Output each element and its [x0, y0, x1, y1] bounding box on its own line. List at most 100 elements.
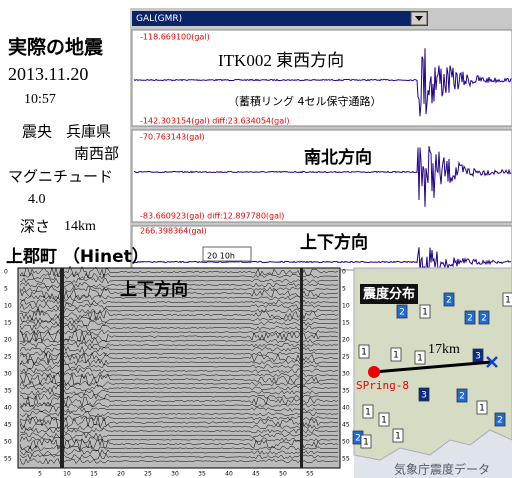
seismogram: [19, 329, 339, 336]
site-label: SPring-8: [356, 379, 409, 392]
intensity-box: [392, 428, 404, 443]
seismogram: [19, 272, 339, 280]
intensity-box: [502, 292, 512, 307]
intensity-box: [478, 310, 490, 325]
seismogram: [19, 395, 339, 408]
y-label: 40: [342, 405, 350, 412]
intensity-box: [443, 292, 455, 307]
x-label: 25: [144, 471, 152, 478]
intensity-box: [378, 412, 390, 427]
y-label: 55: [342, 456, 350, 463]
saturation: [60, 268, 64, 468]
epicenter: [486, 356, 498, 368]
time: 10:57: [24, 92, 56, 107]
gal-label: 266.398364(gal): [140, 227, 207, 236]
intensity-box: [418, 387, 430, 402]
gal-label: -118.669100(gal): [140, 33, 210, 42]
seismogram: [19, 367, 339, 375]
gal-label: -70.763143(gal): [140, 133, 205, 142]
seismogram: [20, 363, 339, 370]
seismogram: [19, 371, 339, 379]
y-label: 45: [4, 422, 12, 429]
y-label: 30: [342, 371, 350, 378]
intensity: 1: [365, 408, 371, 418]
y-label: 5: [342, 286, 346, 293]
panel-title: 南北方向: [304, 147, 372, 168]
intensity: 1: [393, 351, 399, 361]
seismogram: [19, 277, 339, 284]
intensity: 2: [446, 296, 452, 306]
y-label: 55: [4, 456, 12, 463]
intensity-box: [494, 412, 506, 427]
intensity-box: [362, 404, 374, 419]
intensity-box: [360, 434, 372, 449]
seismogram: [19, 388, 338, 396]
saturation: [300, 268, 303, 468]
seismogram: [19, 393, 339, 401]
seismogram: [19, 298, 339, 306]
intensity: 2: [497, 416, 503, 426]
seismogram: [19, 350, 339, 357]
intensity: 1: [395, 432, 401, 442]
panel: [131, 29, 512, 127]
gal-label: -142.303154(gal) diff:23.634054(gal): [140, 117, 289, 126]
x-label: 35: [198, 471, 206, 478]
y-label: 0: [4, 269, 8, 276]
value: 4.0: [28, 192, 46, 207]
label: 深さ: [20, 218, 50, 236]
y-label: 50: [4, 439, 12, 446]
seismogram: [19, 307, 339, 314]
y-label: 25: [342, 354, 350, 361]
intensity: 1: [363, 438, 369, 448]
intensity: 2: [467, 314, 473, 324]
intensity-box: [456, 388, 468, 403]
intensity: 2: [355, 434, 361, 444]
dropdown[interactable]: [132, 11, 428, 26]
seismogram: [19, 285, 339, 293]
y-label: 20: [342, 337, 350, 344]
y-label: 35: [4, 388, 12, 395]
seismogram: [19, 359, 339, 366]
dropdown-text: GAL(GMR): [136, 14, 182, 24]
intensity: 3: [475, 352, 481, 362]
x-label: 50: [279, 471, 287, 478]
y-label: 20: [4, 337, 12, 344]
y-label: 30: [4, 371, 12, 378]
x-label: 30: [171, 471, 179, 478]
arrow: [415, 16, 423, 21]
label-bg: [296, 232, 394, 254]
intensity-box: [358, 344, 370, 359]
seismogram: [19, 427, 339, 435]
seismogram: [19, 457, 339, 465]
x-label: 45: [252, 471, 260, 478]
y-label: 10: [342, 303, 350, 310]
seismogram: [19, 324, 338, 332]
distance-line: [373, 360, 493, 374]
x-label: 15: [90, 471, 98, 478]
seismogram: [19, 294, 339, 302]
seismogram: [19, 341, 339, 349]
x-label: 20: [117, 471, 125, 478]
seismogram: [19, 351, 339, 365]
intensity: 2: [459, 392, 465, 402]
seismogram: [19, 337, 339, 345]
intensity-box: [419, 304, 431, 319]
intensity: 1: [381, 416, 387, 426]
value: 南西部: [74, 145, 119, 163]
title: 実際の地震: [8, 36, 104, 59]
y-label: 50: [342, 439, 350, 446]
intensity: 1: [361, 348, 367, 358]
seismogram: [19, 436, 339, 443]
value: 兵庫県: [66, 123, 111, 141]
panel-label: 上下方向: [120, 279, 188, 300]
stamp: [202, 246, 252, 262]
hinet-title: 上郡町 （Hinet）: [6, 246, 149, 267]
intensity-box: [414, 350, 426, 365]
intensity: 1: [479, 404, 485, 414]
intensity: 1: [422, 308, 428, 318]
intensity-box: [464, 310, 476, 325]
seismogram: [19, 373, 339, 386]
map-title: 震度分布: [362, 286, 415, 302]
y-label: 0: [342, 269, 346, 276]
